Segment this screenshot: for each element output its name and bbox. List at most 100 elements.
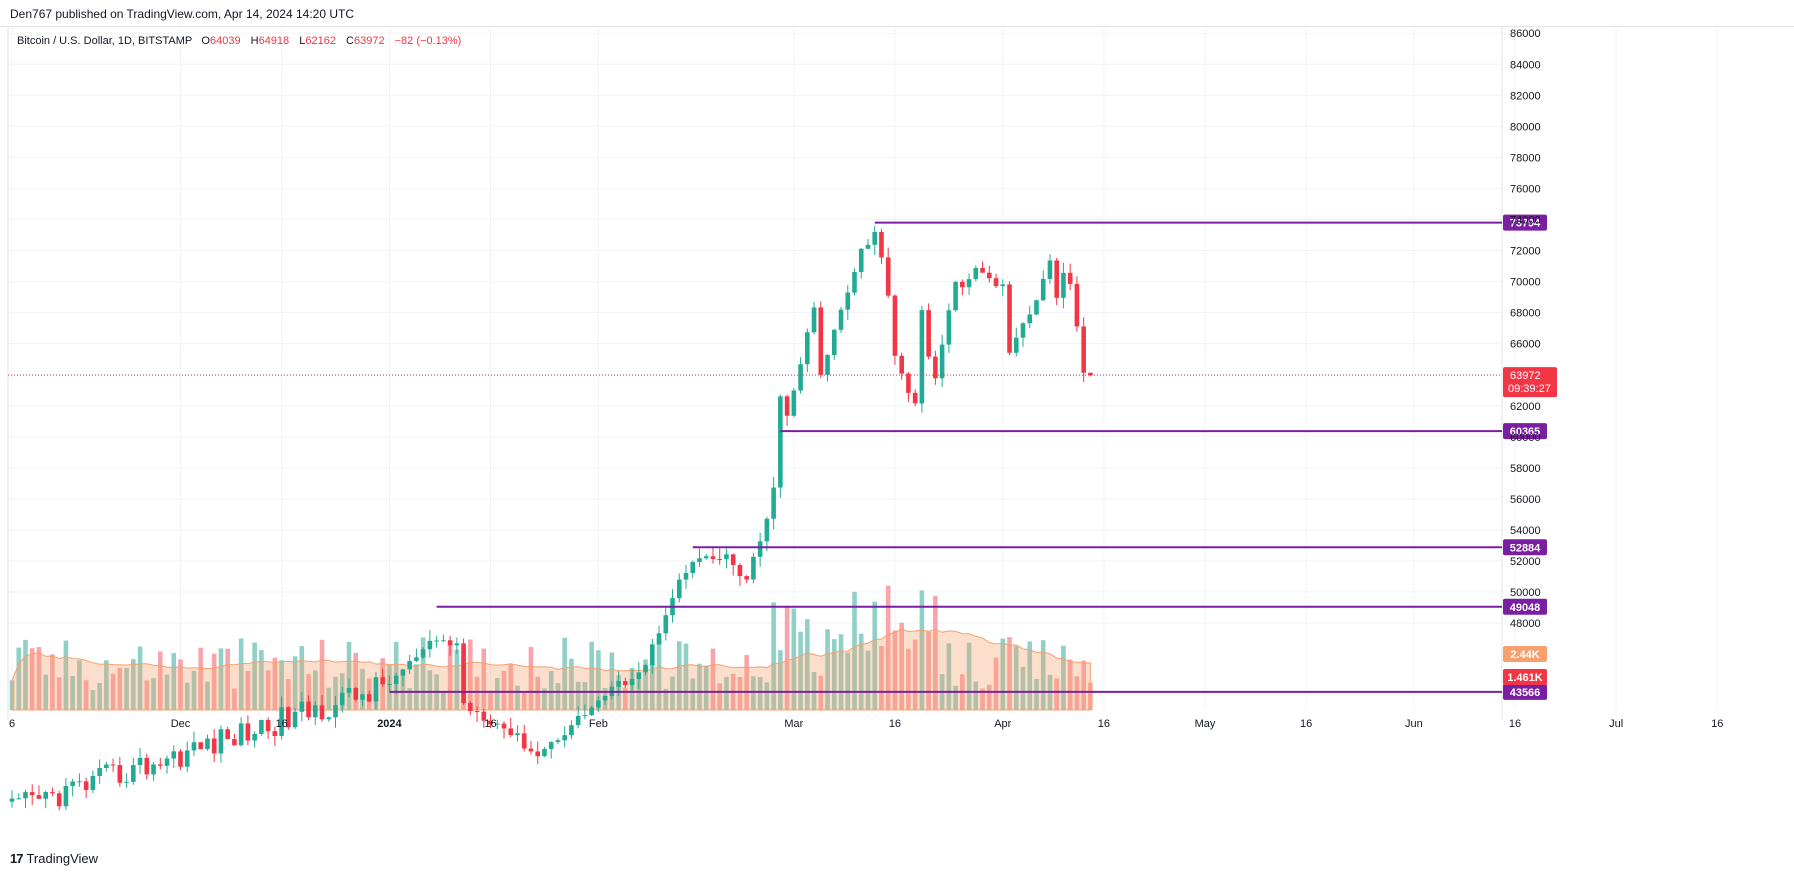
price-tick-label: 82000 [1510, 90, 1541, 102]
volume-bars [9, 585, 1093, 711]
volume-bar [1027, 641, 1033, 710]
volume-bar [521, 691, 527, 710]
volume-bar [1054, 678, 1059, 710]
candle-body [953, 281, 958, 311]
legend-high-label: H [250, 35, 259, 47]
candle-body [313, 705, 318, 718]
volume-bar [980, 688, 985, 710]
candle-body [272, 731, 278, 736]
candle-body [629, 679, 635, 686]
time-tick-label: Dec [171, 718, 191, 730]
candle-body [353, 688, 359, 700]
candle-body [387, 683, 392, 685]
candle-body [366, 694, 372, 702]
volume-bar [508, 664, 514, 710]
volume-bar [690, 678, 696, 710]
candle-body [1013, 337, 1019, 353]
time-axis[interactable]: 6 Dec 16 2024 16 Feb Mar 16 Apr 16 May 16 Jun 16 Jul 16… [9, 718, 1794, 730]
volume-bar [313, 670, 318, 710]
price-chart[interactable]: 73794 60365 52884 49048 43566 48000 50000 5200… [0, 27, 1794, 847]
candle-body [238, 723, 244, 746]
publish-bar: Den767 published on TradingView.com, Apr… [0, 0, 1794, 27]
candle-body [805, 332, 810, 365]
candle-body [933, 356, 938, 379]
candle-body [488, 720, 493, 725]
volume-bar [596, 650, 601, 710]
volume-bar [771, 602, 776, 710]
candle-body [980, 268, 985, 273]
volume-bar [737, 677, 743, 710]
candle-body [865, 244, 871, 249]
candle-body [468, 702, 473, 712]
time-tick-label: Jul [1609, 718, 1623, 730]
candle-body [926, 310, 931, 357]
volume-bar [50, 654, 55, 710]
volume-bar [852, 591, 857, 710]
candle-body [218, 729, 224, 754]
time-tick-label: 16 [1509, 718, 1521, 730]
volume-bar [973, 681, 979, 710]
volume-bar [569, 658, 574, 710]
level-price-label: 43566 [1510, 687, 1541, 699]
volume-bar [468, 639, 473, 710]
volume-bar [1020, 666, 1026, 710]
price-tick-label: 50000 [1510, 587, 1541, 599]
volume-bar [205, 681, 210, 710]
candle-body [454, 643, 460, 646]
volume-bar [966, 642, 972, 710]
volume-bar [238, 638, 244, 710]
price-tick-label: 80000 [1510, 121, 1541, 133]
candle-body [461, 643, 466, 703]
volume-bar [912, 639, 918, 710]
candle-body [757, 541, 763, 557]
volume-bar [259, 650, 264, 710]
symbol-legend: Bitcoin / U.S. Dollar, 1D, BITSTAMP O640… [17, 35, 468, 47]
price-tick-label: 52000 [1510, 556, 1541, 568]
candle-body [582, 715, 588, 717]
volume-bar [151, 678, 156, 710]
candle-body [481, 711, 487, 721]
time-tick-label: 2024 [377, 718, 402, 730]
volume-bar [245, 670, 251, 710]
volume-bar [778, 650, 783, 710]
candle-body [157, 764, 163, 766]
volume-bar [987, 684, 992, 710]
volume-bar [97, 683, 102, 710]
volume-bar [831, 639, 837, 710]
horizontal-levels[interactable]: 73794 60365 52884 49048 43566 [389, 214, 1547, 700]
legend-symbol[interactable]: Bitcoin / U.S. Dollar, 1D, BITSTAMP [17, 35, 193, 47]
candle-body [151, 764, 156, 775]
candle-body [872, 231, 878, 245]
volume-bar [23, 639, 28, 710]
candle-body [811, 307, 817, 333]
candle-body [178, 751, 183, 767]
volume-bar [555, 682, 561, 710]
volume-bar [623, 688, 628, 710]
candle-body [124, 781, 129, 783]
level-price-label: 52884 [1510, 542, 1541, 554]
publisher-info: Den767 published on TradingView.com, Apr… [10, 7, 355, 21]
candle-body [663, 615, 669, 634]
candle-body [966, 279, 972, 288]
volume-bar [676, 641, 682, 710]
volume-bar [184, 682, 190, 710]
volume-bar [926, 631, 931, 710]
price-axis[interactable]: 48000 50000 52000 54000 56000 58000 60000 62000… [1510, 28, 1541, 630]
volume-bar [872, 601, 878, 710]
volume-bar [724, 677, 729, 710]
volume-bar [299, 646, 305, 710]
volume-bar [528, 646, 534, 710]
volume-bar [858, 633, 864, 710]
candle-body [1020, 323, 1026, 338]
candle-body [508, 728, 514, 736]
price-tick-label: 78000 [1510, 152, 1541, 164]
level-price-label: 49048 [1510, 602, 1541, 614]
candle-body [1081, 326, 1086, 373]
candle-body [29, 792, 35, 796]
candle-body [184, 750, 190, 767]
volume-bar [825, 629, 830, 710]
time-tick-label: 16 [1711, 718, 1723, 730]
volume-bar [56, 677, 62, 710]
volume-bar [137, 646, 143, 710]
volume-bar [798, 631, 803, 710]
